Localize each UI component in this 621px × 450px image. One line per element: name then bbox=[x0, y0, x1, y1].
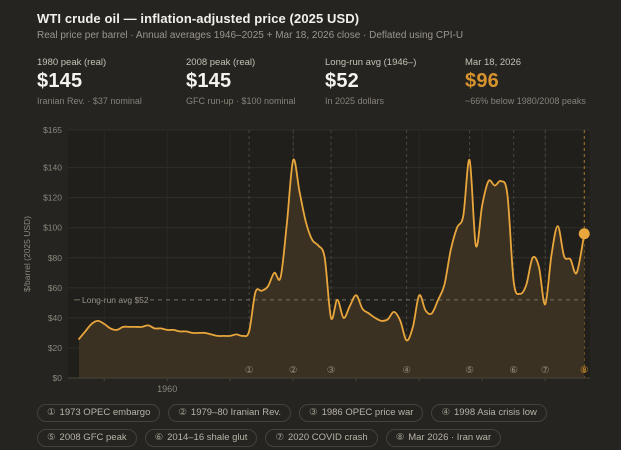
price-chart-svg: $0 $20 $40 $60 $80 $100 $120 $140 $165 Long-run a… bbox=[22, 125, 590, 394]
stat-value: $52 bbox=[325, 70, 359, 92]
stat-subtext: Iranian Rev. · $37 nominal bbox=[37, 96, 142, 106]
stat-subtext: ~66% below 1980/2008 peaks bbox=[465, 96, 586, 106]
event-number-icon: ④ bbox=[441, 407, 450, 418]
chart-header: WTI crude oil — inflation-adjusted price… bbox=[37, 11, 463, 41]
x-tick-label: 1960 bbox=[157, 384, 177, 394]
event-number-icon: ⑥ bbox=[154, 432, 164, 443]
y-tick-label: $140 bbox=[43, 163, 62, 173]
event-marker-2015: ⑥ bbox=[509, 365, 518, 376]
event-number-icon: ⑦ bbox=[275, 432, 284, 443]
price-line bbox=[78, 158, 586, 342]
y-tick-label: $20 bbox=[48, 343, 62, 353]
event-number-icon: ③ bbox=[309, 407, 318, 418]
price-area-fill bbox=[79, 159, 585, 378]
event-marker-2020: ⑦ bbox=[541, 365, 550, 376]
event-number-icon: ② bbox=[178, 407, 187, 418]
event-number-icon: ⑧ bbox=[395, 432, 405, 443]
event-pill-label: Mar 2026 · Iran war bbox=[408, 432, 492, 443]
stat-value: $96 bbox=[465, 70, 499, 92]
event-marker-1980: ② bbox=[289, 365, 298, 376]
y-tick-label: $80 bbox=[48, 253, 62, 263]
event-number-icon: ① bbox=[47, 407, 56, 418]
stat-label: 1980 peak (real) bbox=[37, 57, 107, 68]
event-pill-2[interactable]: ② 1979–80 Iranian Rev. bbox=[168, 404, 292, 422]
stat-card-2008-peak: 2008 peak (real) $145 GFC run-up · $100 … bbox=[186, 57, 296, 106]
event-pill-7[interactable]: ⑦ 2020 COVID crash bbox=[265, 429, 378, 447]
price-chart: $0 $20 $40 $60 $80 $100 $120 $140 $165 Long-run a… bbox=[0, 120, 621, 403]
y-tick-label: $40 bbox=[48, 313, 62, 323]
stat-cards-row: 1980 peak (real) $145 Iranian Rev. · $37… bbox=[0, 57, 621, 113]
y-tick-label: $165 bbox=[43, 125, 62, 135]
event-marker-1998: ④ bbox=[402, 365, 411, 376]
page-title: WTI crude oil — inflation-adjusted price… bbox=[37, 11, 360, 26]
event-pill-label: 1973 OPEC embargo bbox=[59, 407, 151, 418]
event-pill-3[interactable]: ③ 1986 OPEC price war bbox=[299, 404, 424, 422]
event-pill-8[interactable]: ⑧ Mar 2026 · Iran war bbox=[385, 429, 502, 447]
event-marker-1973: ① bbox=[245, 365, 254, 376]
stat-label: Long-run avg (1946–) bbox=[325, 57, 417, 68]
event-pill-label: 1986 OPEC price war bbox=[321, 407, 414, 418]
stat-value: $145 bbox=[37, 70, 83, 92]
event-marker-1986: ③ bbox=[327, 365, 336, 376]
event-pill-1[interactable]: ① 1973 OPEC embargo bbox=[37, 404, 161, 422]
event-marker-2008: ⑤ bbox=[465, 365, 474, 376]
event-pill-label: 2008 GFC peak bbox=[59, 432, 127, 443]
y-tick-label: $100 bbox=[43, 223, 62, 233]
event-pill-label: 2014–16 shale glut bbox=[167, 432, 248, 443]
event-legend: ① 1973 OPEC embargo ② 1979–80 Iranian Rev. ③… bbox=[37, 404, 615, 447]
latest-price-dot bbox=[578, 228, 590, 240]
event-pill-5[interactable]: ⑤ 2008 GFC peak bbox=[37, 429, 137, 447]
event-pill-label: 2020 COVID crash bbox=[287, 432, 368, 443]
event-marker-2026.2: ⑧ bbox=[580, 365, 589, 376]
stat-card-1980-peak: 1980 peak (real) $145 Iranian Rev. · $37… bbox=[37, 57, 142, 106]
stat-subtext: GFC run-up · $100 nominal bbox=[186, 96, 296, 106]
page-subtitle: Real price per barrel · Annual averages … bbox=[37, 30, 464, 41]
event-pill-label: 1998 Asia crisis low bbox=[453, 407, 537, 418]
stat-card-latest-close: Mar 18, 2026 $96 ~66% below 1980/2008 pe… bbox=[465, 57, 586, 106]
avg-line-label: Long-run avg $52 bbox=[82, 295, 149, 305]
stat-card-longrun-avg: Long-run avg (1946–) $52 In 2025 dollars bbox=[325, 57, 416, 106]
y-tick-label: $60 bbox=[48, 283, 62, 293]
event-pill-4[interactable]: ④ 1998 Asia crisis low bbox=[431, 404, 547, 422]
stat-label: 2008 peak (real) bbox=[186, 57, 256, 68]
stat-subtext: In 2025 dollars bbox=[325, 96, 385, 106]
stat-label: Mar 18, 2026 bbox=[465, 57, 521, 68]
y-tick-label: $120 bbox=[43, 193, 62, 203]
y-axis-title: $/barrel (2025 USD) bbox=[22, 216, 32, 292]
event-pill-6[interactable]: ⑥ 2014–16 shale glut bbox=[144, 429, 258, 447]
event-pill-label: 1979–80 Iranian Rev. bbox=[190, 407, 282, 418]
y-tick-label: $0 bbox=[53, 373, 63, 383]
event-number-icon: ⑤ bbox=[47, 432, 56, 443]
stat-value: $145 bbox=[186, 70, 232, 92]
